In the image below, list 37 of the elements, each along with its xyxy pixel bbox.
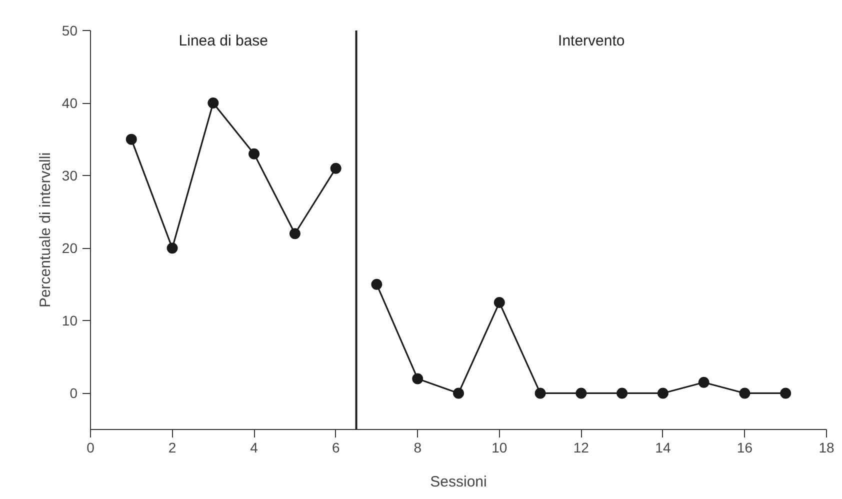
x-tick-label: 14	[655, 440, 671, 456]
x-tick-label: 4	[250, 440, 258, 456]
point	[494, 297, 505, 308]
annotation: Intervento	[558, 32, 625, 50]
x-axis-title: Sessioni	[430, 474, 487, 490]
x-tick-label: 18	[818, 440, 834, 456]
x-tick-label: 10	[492, 440, 508, 456]
y-tick-label: 30	[62, 168, 78, 184]
point	[412, 373, 424, 384]
y-tick-label: 20	[62, 240, 78, 256]
point	[780, 388, 792, 399]
point	[657, 388, 668, 399]
point	[248, 148, 260, 160]
annotation: Linea di base	[178, 32, 268, 50]
point	[166, 242, 178, 254]
y-tick-label: 0	[70, 385, 78, 402]
point	[576, 388, 587, 399]
x-tick-label: 0	[86, 440, 95, 456]
x-tick-label: 6	[332, 440, 340, 456]
y-axis-title: Percentuale di intervalli	[36, 152, 54, 308]
x-tick-label: 16	[736, 440, 753, 456]
point	[208, 98, 219, 109]
x-tick-label: 2	[168, 440, 176, 456]
point	[126, 134, 137, 145]
point	[534, 388, 546, 399]
point	[330, 162, 342, 174]
point	[616, 388, 628, 399]
point	[698, 376, 710, 388]
y-tick-label: 40	[62, 95, 78, 112]
y-tick-label: 10	[62, 312, 78, 329]
x-tick-label: 8	[414, 440, 422, 456]
point	[371, 278, 382, 290]
point	[289, 228, 300, 240]
x-tick-label: 12	[573, 440, 590, 456]
y-tick-label: 50	[62, 22, 78, 38]
point	[739, 388, 750, 399]
point	[453, 388, 464, 399]
